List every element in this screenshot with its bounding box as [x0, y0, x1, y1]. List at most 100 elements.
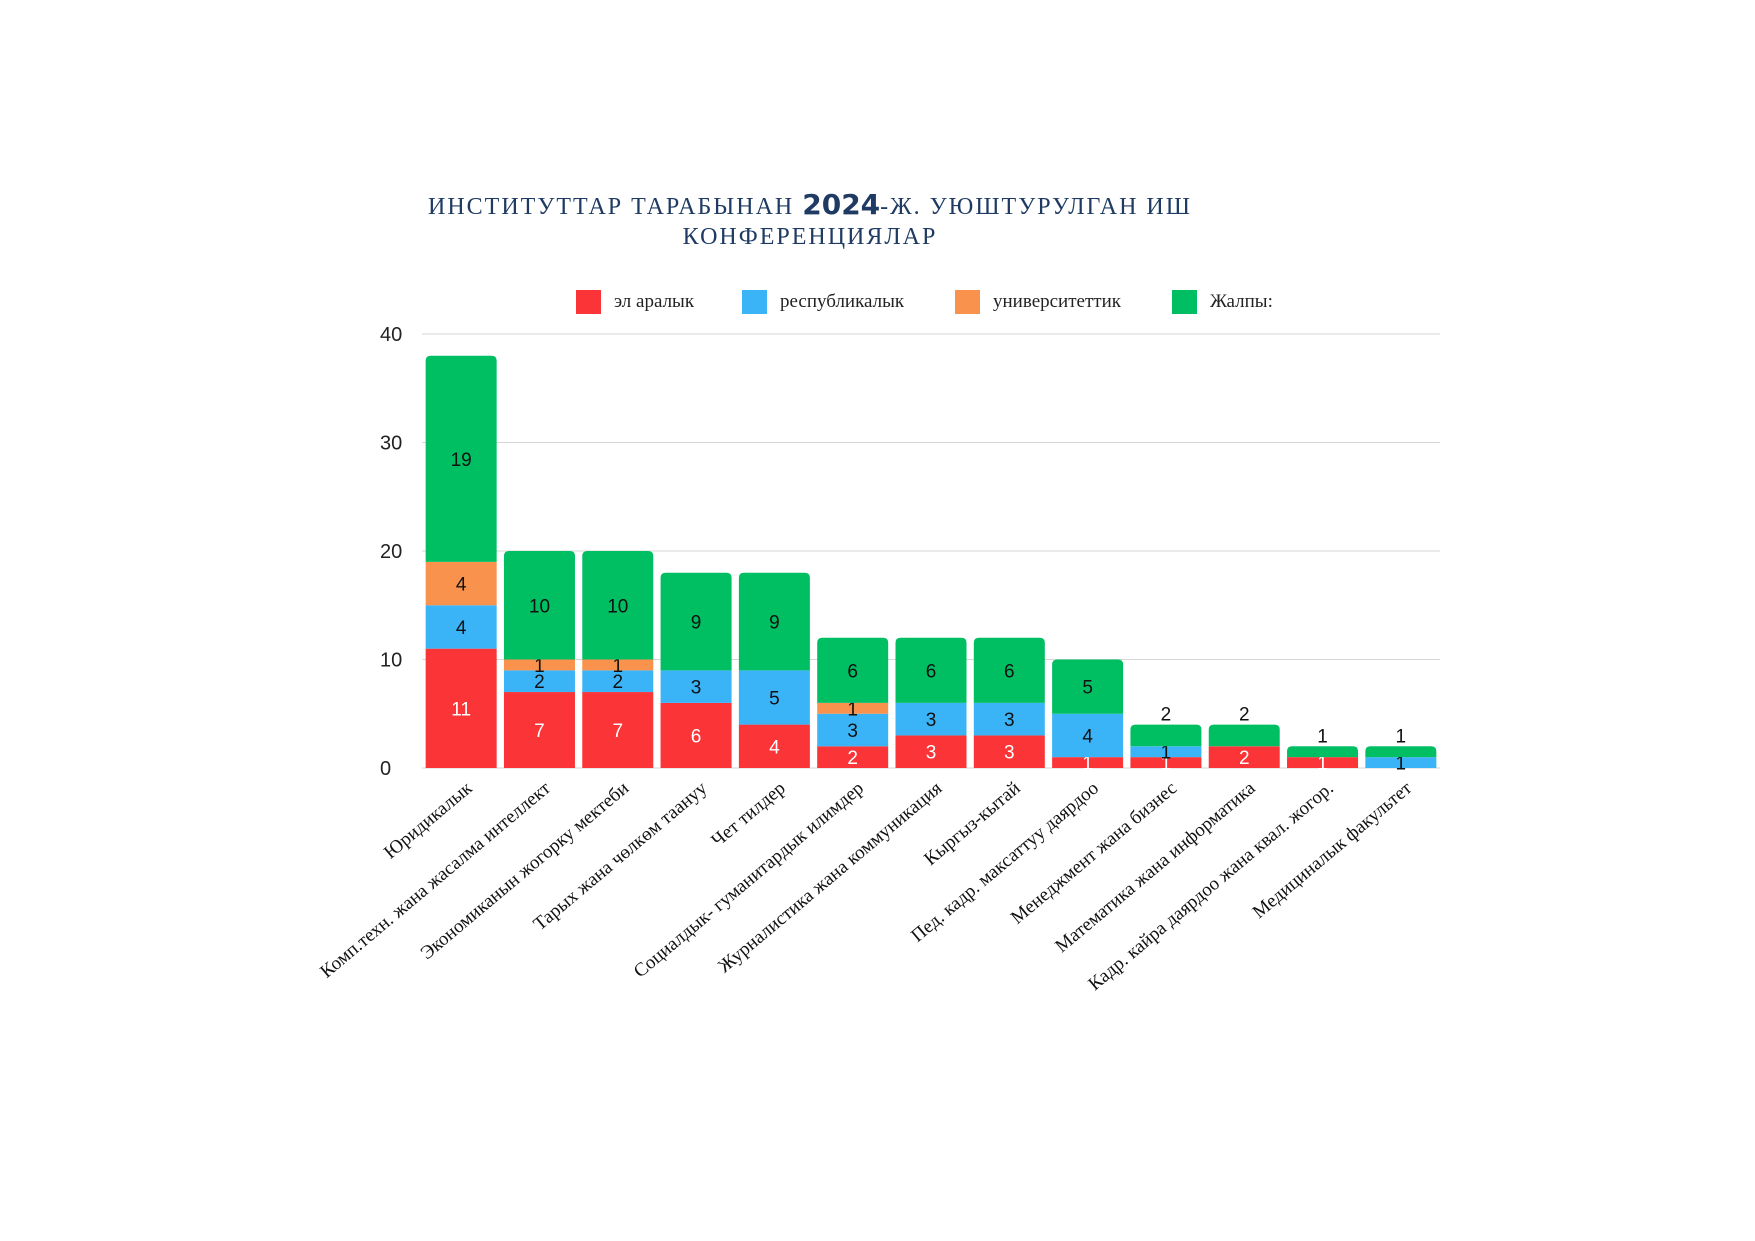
legend-label: эл аралык — [614, 291, 695, 312]
chart-title-line1: ИНСТИТУТТАР ТАРАБЫНАН 2024-Ж. УЮШТУРУЛГА… — [400, 190, 1220, 222]
data-label: 3 — [691, 678, 702, 699]
bar-segment — [1208, 724, 1280, 747]
data-label: 1 — [1317, 726, 1328, 747]
bar-segment — [660, 572, 732, 671]
legend-swatch — [742, 290, 767, 314]
data-label: 2 — [612, 672, 623, 693]
data-label: 10 — [529, 596, 550, 617]
bar-segment — [425, 648, 497, 768]
data-label: 7 — [612, 721, 623, 742]
data-label: 5 — [1082, 678, 1093, 699]
data-label: 19 — [451, 450, 472, 471]
bar-segment — [582, 551, 654, 660]
legend-swatch — [1172, 290, 1197, 314]
bar-segment — [973, 702, 1045, 736]
data-label: 1 — [847, 699, 858, 720]
legend-swatch — [955, 290, 980, 314]
data-label: 7 — [534, 721, 545, 742]
bar-segment — [660, 702, 732, 768]
legend-label: республикалык — [780, 291, 905, 312]
bar-segment — [503, 551, 575, 660]
chart-title-line2: КОНФЕРЕНЦИЯЛАР — [682, 224, 938, 250]
bar-segment — [1365, 757, 1437, 768]
y-tick-label: 30 — [380, 433, 402, 455]
data-label: 2 — [534, 672, 545, 693]
data-label: 2 — [847, 748, 858, 769]
data-label: 1 — [1317, 754, 1328, 775]
bar-segment — [503, 670, 575, 693]
data-label: 4 — [456, 575, 467, 596]
data-label: 3 — [847, 721, 858, 742]
bar-segment — [817, 702, 889, 714]
y-tick-label: 10 — [380, 650, 402, 672]
data-label: 6 — [1004, 661, 1015, 682]
data-label: 1 — [1161, 743, 1172, 764]
y-tick-label: 0 — [380, 758, 391, 780]
bar-segment — [1052, 713, 1124, 758]
data-label: 10 — [607, 596, 628, 617]
data-label: 11 — [451, 699, 471, 720]
x-tick-label: Чет тилдер — [708, 778, 790, 852]
bar-segment — [973, 735, 1045, 768]
data-label: 4 — [769, 737, 780, 758]
data-label: 1 — [1161, 754, 1172, 775]
data-label: 1 — [1082, 754, 1093, 775]
data-label: 3 — [1004, 743, 1015, 764]
legend-label: университеттик — [993, 291, 1122, 312]
bar-segment — [817, 713, 889, 747]
bar-segment — [738, 724, 810, 768]
bar-segment — [738, 670, 810, 725]
bar-segment — [895, 702, 967, 736]
bar-segment — [817, 746, 889, 768]
data-label: 4 — [456, 618, 467, 639]
bar-segment — [1208, 746, 1280, 768]
data-label: 2 — [1161, 705, 1172, 726]
data-label: 3 — [926, 743, 937, 764]
bar-segment — [1130, 724, 1202, 747]
data-label: 4 — [1082, 726, 1093, 747]
bar-segment — [1052, 659, 1124, 714]
y-tick-label: 20 — [380, 541, 402, 563]
bar-segment — [1130, 757, 1202, 768]
bar-segment — [895, 637, 967, 703]
bar-segment — [425, 355, 497, 562]
bar-segment — [817, 637, 889, 703]
y-tick-label: 40 — [380, 324, 402, 346]
bar-segment — [1365, 746, 1437, 758]
bar-segment — [1052, 757, 1124, 768]
data-label: 3 — [926, 710, 937, 731]
bar-segment — [425, 561, 497, 606]
title-year: 2024 — [802, 188, 881, 221]
x-tick-label: Медициналык факультет — [1249, 777, 1417, 923]
title-suffix: -Ж. УЮШТУРУЛГАН ИШ — [880, 194, 1192, 220]
data-label: 6 — [926, 661, 937, 682]
data-label: 1 — [1396, 726, 1407, 747]
legend-swatch — [576, 290, 601, 314]
data-label: 6 — [847, 661, 858, 682]
data-label: 1 — [1396, 754, 1407, 775]
title-prefix: ИНСТИТУТТАР ТАРАБЫНАН — [428, 194, 803, 220]
data-label: 6 — [691, 726, 702, 747]
data-label: 9 — [691, 613, 702, 634]
data-label: 1 — [612, 656, 623, 677]
legend-label: Жалпы: — [1210, 291, 1273, 312]
bar-segment — [582, 692, 654, 768]
data-label: 3 — [1004, 710, 1015, 731]
bar-segment — [425, 605, 497, 649]
bar-segment — [503, 659, 575, 671]
bar-segment — [503, 692, 575, 768]
data-label: 9 — [769, 613, 780, 634]
bar-segment — [1130, 746, 1202, 758]
bar-segment — [582, 670, 654, 693]
bar-segment — [973, 637, 1045, 703]
bar-segment — [1287, 746, 1359, 758]
bar-segment — [895, 735, 967, 768]
data-label: 2 — [1239, 748, 1250, 769]
bar-segment — [660, 670, 732, 703]
data-label: 5 — [769, 688, 780, 709]
data-label: 1 — [534, 656, 545, 677]
chart-title: ИНСТИТУТТАР ТАРАБЫНАН 2024-Ж. УЮШТУРУЛГА… — [400, 190, 1220, 252]
data-label: 2 — [1239, 705, 1250, 726]
bar-segment — [1287, 757, 1359, 768]
